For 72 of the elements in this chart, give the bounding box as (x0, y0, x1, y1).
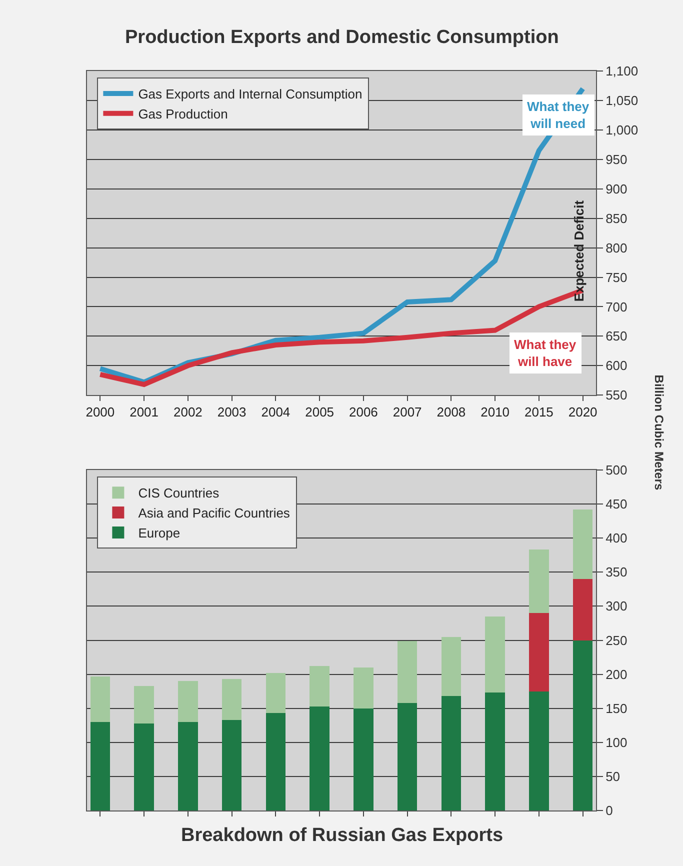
bar (397, 640, 418, 703)
bar (529, 691, 549, 811)
x-tick-label: 2000 (86, 404, 115, 420)
bar (178, 722, 198, 811)
bar (134, 686, 154, 724)
bar (485, 692, 505, 811)
x-tick-label: 2010 (480, 404, 510, 420)
y-tick-label: 100 (606, 735, 628, 750)
x-tick-label: 2007 (392, 404, 422, 420)
x-tick-label: 2006 (348, 404, 378, 420)
y-tick-label: 350 (606, 564, 628, 580)
x-tick-label: 2002 (173, 404, 202, 420)
y-tick-label: 150 (606, 700, 628, 716)
bar (310, 706, 330, 811)
bar (354, 668, 374, 708)
x-tick-label: 2020 (568, 404, 598, 420)
y-tick-label: 800 (606, 240, 628, 256)
bar (572, 578, 593, 640)
bar (572, 640, 593, 811)
bar (134, 723, 154, 811)
bar (441, 696, 462, 811)
annotation: What they will need (527, 99, 590, 131)
legend-label: Gas Production (138, 106, 228, 122)
bar (529, 612, 549, 692)
bar (222, 679, 242, 720)
bar (222, 720, 242, 811)
bar (397, 702, 418, 811)
bar (266, 672, 286, 714)
bar (90, 676, 110, 722)
y-tick-label: 400 (606, 530, 628, 546)
bar (441, 636, 462, 696)
bar (485, 616, 505, 693)
bar (354, 708, 374, 811)
y-tick-label: 600 (606, 358, 628, 374)
y-tick-label: 0 (606, 803, 613, 818)
y-tick-label: 900 (606, 181, 628, 196)
y-tick-label: 850 (606, 210, 628, 226)
y-tick-label: 950 (606, 152, 628, 167)
annotation: Expected Deficit (571, 200, 586, 302)
bar (529, 550, 549, 613)
y-axis-title: Billion Cubic Meters (652, 374, 666, 490)
y-tick-label: 50 (606, 769, 620, 784)
y-tick-label: 450 (606, 496, 628, 512)
x-tick-label: 2004 (261, 404, 290, 420)
x-tick-label: 2003 (217, 404, 246, 420)
legend-label: CIS Countries (138, 486, 220, 501)
y-tick-label: 1,050 (606, 93, 638, 108)
legend-label: Europe (138, 526, 180, 541)
y-tick-label: 300 (606, 598, 628, 614)
bar (178, 681, 198, 722)
legend-label: Gas Exports and Internal Consumption (138, 86, 362, 102)
y-tick-label: 750 (606, 270, 628, 285)
y-tick-label: 650 (606, 328, 628, 344)
bar (266, 713, 286, 811)
x-tick-label: 2001 (130, 404, 159, 420)
y-tick-label: 1,100 (606, 64, 638, 79)
y-tick-label: 200 (606, 666, 628, 682)
y-tick-label: 250 (606, 632, 628, 648)
y-tick-label: 1,000 (606, 122, 638, 138)
chart-title: Production Exports and Domestic Consumption (125, 27, 559, 48)
x-tick-label: 2005 (305, 404, 334, 420)
text: Breakdown of Russian Gas Exports (181, 825, 504, 846)
bar (90, 722, 110, 811)
y-tick-label: 700 (606, 299, 628, 314)
y-tick-label: 500 (606, 462, 628, 478)
x-tick-label: 2015 (524, 404, 554, 420)
bar (310, 666, 330, 706)
x-tick-label: 2008 (436, 404, 466, 420)
legend-label: Asia and Pacific Countries (138, 506, 290, 521)
y-tick-label: 550 (606, 388, 628, 403)
annotation: What they will have (514, 337, 577, 369)
bar (572, 509, 593, 579)
